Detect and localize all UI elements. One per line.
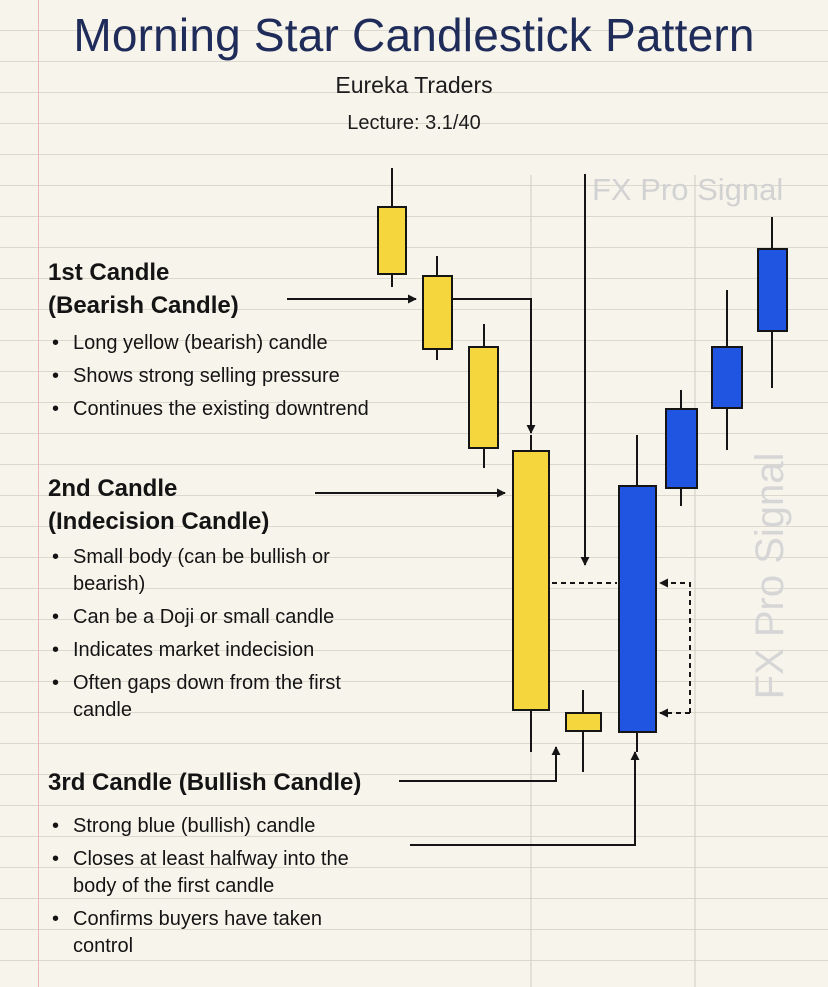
section-1-heading: 1st Candle (Bearish Candle) <box>48 256 239 322</box>
notebook-margin-line <box>38 0 39 987</box>
bearish-candle-3-body <box>468 346 499 449</box>
section-3-heading: 3rd Candle (Bullish Candle) <box>48 766 361 799</box>
section-2-bullet: Can be a Doji or small candle <box>48 604 341 631</box>
section-1-bullet: Continues the existing downtrend <box>48 396 369 423</box>
arrow-up-to-second-candle <box>399 746 561 782</box>
section-1-heading-line-1: 1st Candle <box>48 259 170 286</box>
bearish-candle-1-body <box>377 206 407 275</box>
section-1-bullet: Shows strong selling pressure <box>48 363 369 390</box>
first-candle-body <box>512 450 550 711</box>
section-2-heading: 2nd Candle (Indecision Candle) <box>48 472 269 538</box>
guide-lines <box>530 175 696 987</box>
bullish-candle-2-body <box>665 408 698 489</box>
section-1-bullet: Long yellow (bearish) candle <box>48 330 369 357</box>
page-title: Morning Star Candlestick Pattern <box>73 9 755 61</box>
arrow-to-first-candle <box>452 298 536 434</box>
section-2-heading-line-1: 2nd Candle <box>48 475 178 502</box>
section-3-bullets: Strong blue (bullish) candle Closes at l… <box>48 813 349 966</box>
lecture-label: Lecture: 3.1/40 <box>347 112 481 134</box>
section-1-bullets: Long yellow (bearish) candle Shows stron… <box>48 330 369 429</box>
author-label: Eureka Traders <box>335 72 493 98</box>
section-3-bullet: Strong blue (bullish) candle <box>48 813 349 840</box>
second-candle-body <box>565 712 602 732</box>
bearish-candle-2-body <box>422 275 453 350</box>
third-candle-body <box>618 485 657 733</box>
section-2-bullet: Indicates market indecision <box>48 637 341 664</box>
bullish-candle-4-body <box>757 248 788 332</box>
section-2-heading-line-2: (Indecision Candle) <box>48 508 270 535</box>
arrow-up-to-third-candle <box>410 751 640 846</box>
bullish-candle-3-body <box>711 346 743 409</box>
section-1-heading-line-2: (Bearish Candle) <box>48 292 239 319</box>
watermark-top: FX Pro Signal <box>592 172 784 207</box>
halfway-bracket-upper <box>659 578 691 713</box>
section-3-heading-line-1: 3rd Candle (Bullish Candle) <box>48 769 362 796</box>
